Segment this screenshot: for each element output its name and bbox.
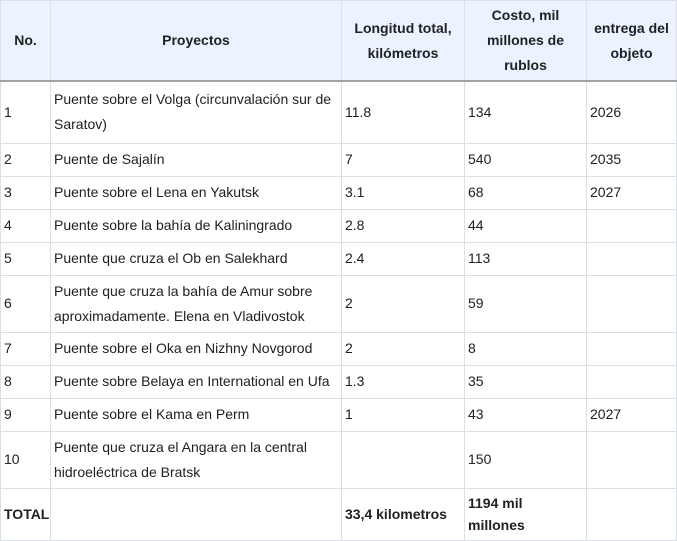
- table-row: 3 Puente sobre el Lena en Yakutsk 3.1 68…: [0, 175, 677, 210]
- total-row: TOTAL 33,4 kilometros 1194 mil millones: [0, 487, 677, 541]
- cell-project: Puente sobre el Lena en Yakutsk: [50, 175, 342, 210]
- cell-no: 4: [0, 208, 51, 243]
- cell-year: [586, 331, 677, 366]
- cell-length: 2.8: [341, 208, 465, 243]
- cell-length: 2: [341, 331, 465, 366]
- header-cost[interactable]: Costo, mil millones de rublos: [464, 0, 587, 82]
- cell-length: 3.1: [341, 175, 465, 210]
- header-delivery[interactable]: entrega del objeto: [586, 0, 677, 82]
- table-row: 9 Puente sobre el Kama en Perm 1 43 2027: [0, 397, 677, 432]
- cell-no: 9: [0, 397, 51, 432]
- cell-year: [586, 208, 677, 243]
- cell-length: 2: [341, 274, 465, 333]
- cell-length: 1: [341, 397, 465, 432]
- cell-year: 2027: [586, 175, 677, 210]
- cell-length: 7: [341, 142, 465, 177]
- cell-project: Puente sobre el Oka en Nizhny Novgorod: [50, 331, 342, 366]
- cell-project: Puente sobre el Kama en Perm: [50, 397, 342, 432]
- table-row: 2 Puente de Sajalín 7 540 2035: [0, 142, 677, 177]
- cell-project: Puente de Sajalín: [50, 142, 342, 177]
- cell-project: Puente sobre Belaya en International en …: [50, 364, 342, 399]
- table-row: 5 Puente que cruza el Ob en Salekhard 2.…: [0, 241, 677, 276]
- cell-project: Puente sobre el Volga (circunvalación su…: [50, 80, 342, 144]
- table-row: 4 Puente sobre la bahía de Kaliningrado …: [0, 208, 677, 243]
- cell-cost: 68: [464, 175, 587, 210]
- header-no[interactable]: No.: [0, 0, 51, 82]
- total-cost: 1194 mil millones: [464, 487, 587, 541]
- cell-cost: 59: [464, 274, 587, 333]
- cell-no: 10: [0, 430, 51, 489]
- total-project: [50, 487, 342, 541]
- cell-cost: 540: [464, 142, 587, 177]
- cell-cost: 8: [464, 331, 587, 366]
- table-row: 1 Puente sobre el Volga (circunvalación …: [0, 80, 677, 144]
- cell-cost: 35: [464, 364, 587, 399]
- cell-year: [586, 430, 677, 489]
- cell-length: 1.3: [341, 364, 465, 399]
- total-year: [586, 487, 677, 541]
- cell-no: 2: [0, 142, 51, 177]
- cell-cost: 150: [464, 430, 587, 489]
- cell-year: 2027: [586, 397, 677, 432]
- cell-year: [586, 274, 677, 333]
- header-length[interactable]: Longitud total, kilómetros: [341, 0, 465, 82]
- cell-no: 7: [0, 331, 51, 366]
- cell-year: 2026: [586, 80, 677, 144]
- table-row: 6 Puente que cruza la bahía de Amur sobr…: [0, 274, 677, 333]
- cell-year: [586, 364, 677, 399]
- cell-no: 3: [0, 175, 51, 210]
- cell-project: Puente sobre la bahía de Kaliningrado: [50, 208, 342, 243]
- cell-cost: 43: [464, 397, 587, 432]
- cell-project: Puente que cruza el Ob en Salekhard: [50, 241, 342, 276]
- cell-year: [586, 241, 677, 276]
- cell-no: 8: [0, 364, 51, 399]
- cell-project: Puente que cruza el Angara en la central…: [50, 430, 342, 489]
- cell-no: 6: [0, 274, 51, 333]
- cell-length: 2.4: [341, 241, 465, 276]
- table-row: 10 Puente que cruza el Angara en la cent…: [0, 430, 677, 489]
- header-row: No. Proyectos Longitud total, kilómetros…: [0, 0, 677, 82]
- cell-cost: 44: [464, 208, 587, 243]
- cell-length: 11.8: [341, 80, 465, 144]
- cell-cost: 134: [464, 80, 587, 144]
- cell-no: 5: [0, 241, 51, 276]
- cell-length: [341, 430, 465, 489]
- cell-no: 1: [0, 80, 51, 144]
- total-length: 33,4 kilometros: [341, 487, 465, 541]
- total-label: TOTAL: [0, 487, 51, 541]
- header-project[interactable]: Proyectos: [50, 0, 342, 82]
- cell-year: 2035: [586, 142, 677, 177]
- table-row: 7 Puente sobre el Oka en Nizhny Novgorod…: [0, 331, 677, 366]
- cell-project: Puente que cruza la bahía de Amur sobre …: [50, 274, 342, 333]
- cell-cost: 113: [464, 241, 587, 276]
- table-row: 8 Puente sobre Belaya en International e…: [0, 364, 677, 399]
